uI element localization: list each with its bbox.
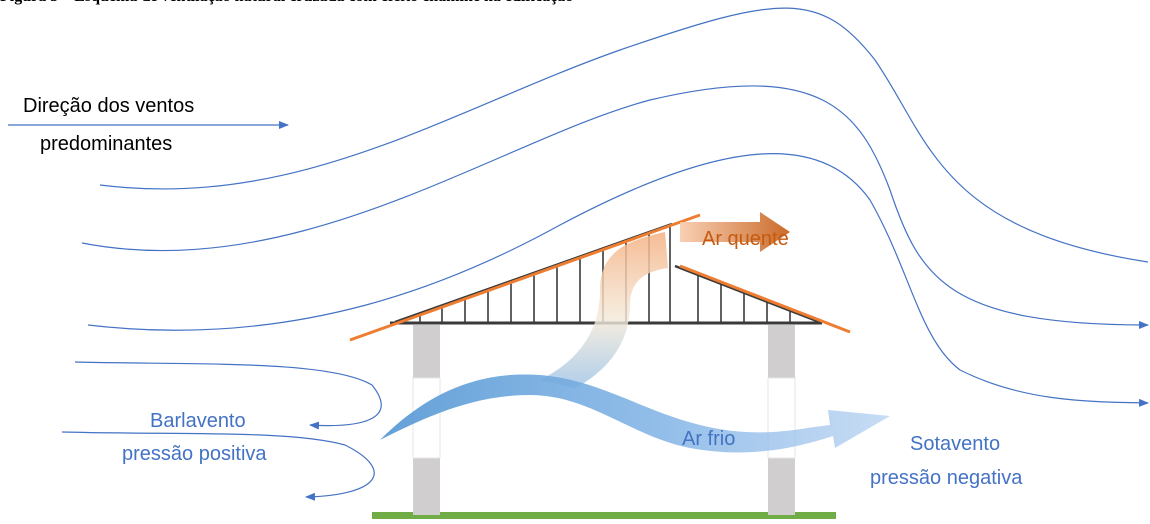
labels: Direção dos ventos predominantes Barlave…	[23, 95, 1023, 489]
cold-air-label: Ar frio	[682, 428, 735, 450]
wind-direction-label-2: predominantes	[40, 133, 172, 155]
streamline-2	[81, 85, 1149, 329]
roof-left-edge	[349, 213, 701, 342]
wind-direction-label-1: Direção dos ventos	[23, 95, 194, 117]
wind-streamlines	[8, 7, 1149, 501]
cold-air-arrow	[380, 374, 890, 453]
hot-air-arrow	[680, 212, 790, 252]
streamline-5	[61, 431, 375, 501]
figure-caption: Figura 3 – Esquema de ventilação natural…	[0, 0, 1150, 8]
left-pillar-window	[412, 377, 441, 459]
streamline-3	[87, 153, 1149, 407]
leeward-label-1: Sotavento	[910, 433, 1000, 455]
roof-right-edge	[679, 264, 851, 334]
windward-label-2: pressão positiva	[122, 443, 267, 465]
windward-label-1: Barlavento	[150, 410, 246, 432]
streamline-1	[99, 7, 1149, 263]
pillars	[412, 325, 796, 515]
leeward-label-2: pressão negativa	[870, 467, 1023, 489]
ground-line	[372, 512, 836, 519]
hot-air-label: Ar quente	[702, 228, 789, 250]
streamline-4	[74, 361, 382, 430]
rising-air-flow	[540, 232, 668, 388]
